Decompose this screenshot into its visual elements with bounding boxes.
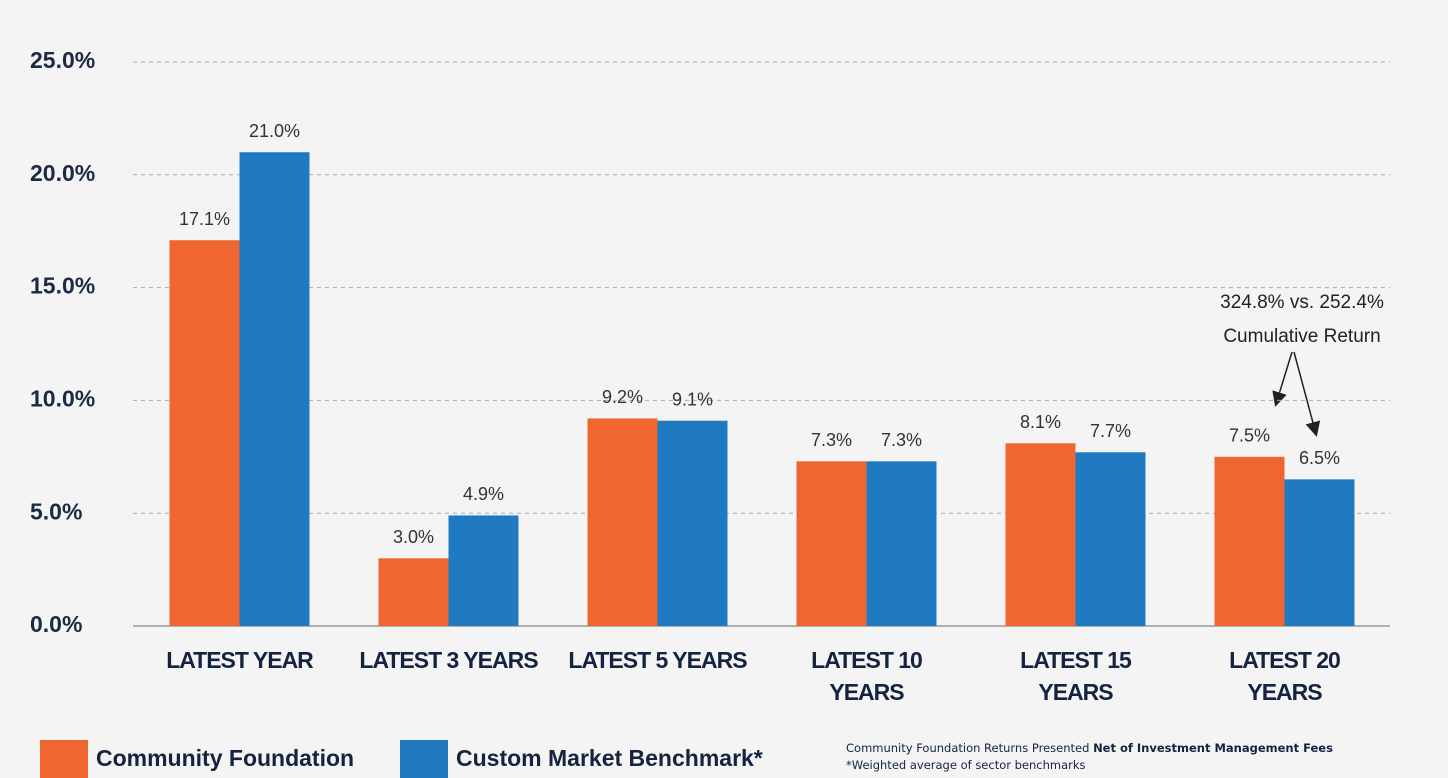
value-label: 6.5% — [1299, 448, 1340, 468]
y-tick-label: 25.0% — [30, 47, 95, 73]
legend-swatch — [40, 740, 88, 778]
arrow — [1272, 351, 1293, 407]
y-tick-label: 15.0% — [30, 273, 95, 299]
bar — [378, 558, 449, 626]
value-label: 17.1% — [179, 209, 230, 229]
bar — [1005, 443, 1076, 626]
y-tick-label: 5.0% — [30, 498, 82, 524]
bar — [448, 515, 519, 626]
footnote-text: *Weighted average of sector benchmarks — [846, 758, 1086, 772]
value-label: 9.1% — [672, 389, 713, 409]
value-label: 4.9% — [463, 484, 504, 504]
bar — [169, 240, 240, 626]
arrow — [1293, 351, 1321, 437]
value-label: 3.0% — [393, 527, 434, 547]
x-tick-label: LATEST 20 YEARS — [1229, 647, 1341, 705]
value-label: 9.2% — [602, 387, 643, 407]
x-tick-label: LATEST 15 YEARS — [1020, 647, 1132, 705]
value-label: 8.1% — [1020, 412, 1061, 432]
annotation: Cumulative Return — [1223, 326, 1380, 347]
y-tick-label: 10.0% — [30, 385, 95, 411]
y-tick-label: 20.0% — [30, 160, 95, 186]
bar — [866, 461, 937, 626]
x-tick-label: LATEST YEAR — [166, 647, 314, 673]
x-tick-label: LATEST 5 YEARS — [568, 647, 747, 673]
value-label: 21.0% — [249, 121, 300, 141]
footnote-bold: Net of Investment Management Fees — [1093, 741, 1333, 755]
bar — [239, 152, 310, 627]
legend-swatch — [400, 740, 448, 778]
value-label: 7.5% — [1229, 426, 1270, 446]
bar — [657, 420, 728, 626]
legend-label: Custom Market Benchmark* — [456, 745, 763, 771]
annotation: 324.8% vs. 252.4% — [1220, 292, 1384, 313]
y-tick-label: 0.0% — [30, 611, 82, 637]
bar — [1214, 456, 1285, 626]
footnote-text: Community Foundation Returns Presented — [846, 741, 1090, 755]
bar — [1284, 479, 1355, 626]
x-tick-label: LATEST 3 YEARS — [359, 647, 538, 673]
value-label: 7.7% — [1090, 421, 1131, 441]
bar — [587, 418, 658, 626]
value-label: 7.3% — [881, 430, 922, 450]
legend-label: Community Foundation — [96, 745, 354, 771]
value-label: 7.3% — [811, 430, 852, 450]
bar — [796, 461, 867, 626]
bar — [1075, 452, 1146, 626]
x-tick-label: LATEST 10 YEARS — [811, 647, 923, 705]
footnote: Community Foundation Returns Presented N… — [846, 740, 1346, 774]
